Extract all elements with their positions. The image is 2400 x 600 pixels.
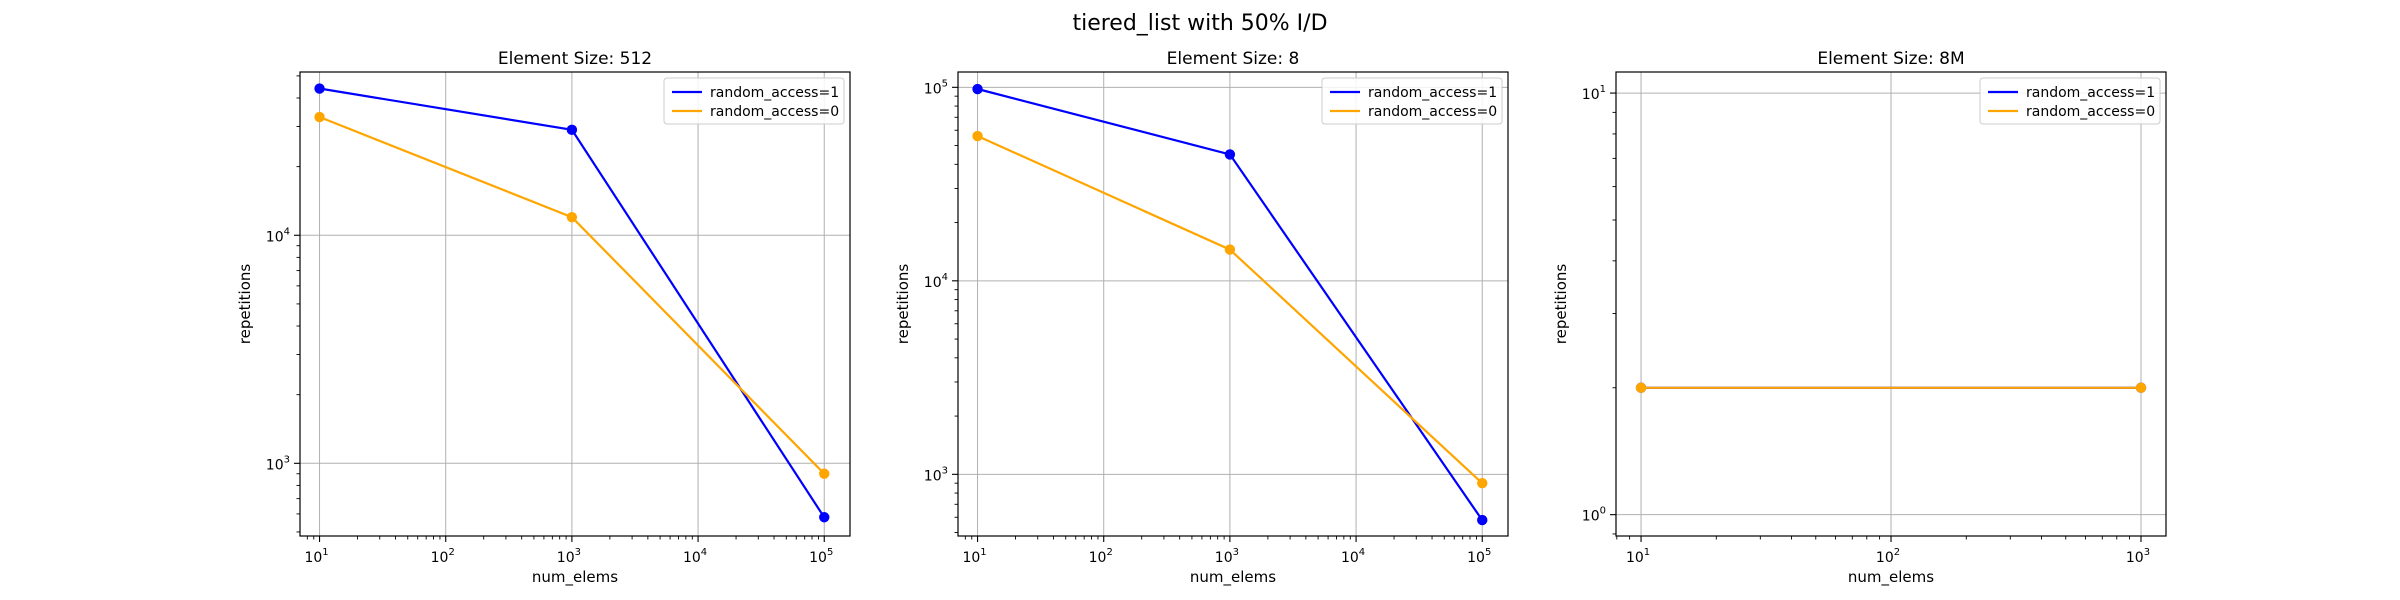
y-tick-label: 105 — [924, 78, 948, 97]
data-point — [314, 83, 325, 94]
legend-label-1: random_access=1 — [2026, 85, 2155, 101]
x-tick-label: 102 — [1876, 547, 1900, 566]
y-tick-label: 104 — [266, 226, 290, 245]
data-point — [314, 111, 325, 123]
x-tick-label: 105 — [809, 547, 833, 566]
x-axis-label: num_elems — [1848, 568, 1934, 587]
x-tick-label: 105 — [1467, 547, 1491, 566]
y-tick-label: 103 — [266, 454, 290, 473]
legend: random_access=1 random_access=0 — [663, 77, 845, 125]
x-tick-label: 104 — [1341, 547, 1365, 566]
legend-label-2: random_access=0 — [1368, 104, 1497, 120]
chart-panel-2: 101 102 103 104 105 103 104 105 Element Size: 8 n… — [894, 49, 1509, 587]
x-tick-label: 103 — [557, 547, 581, 566]
plot-frame — [957, 71, 1509, 537]
legend: random_access=1 random_access=0 — [1979, 77, 2161, 125]
x-tick-label: 101 — [304, 547, 328, 566]
legend-box — [663, 77, 845, 125]
x-tick-label: 103 — [2126, 547, 2150, 566]
chart-panel-3: 101 102 103 100 101 Element Size: 8M num_elems… — [1552, 49, 2167, 587]
x-axis-label: num_elems — [1190, 568, 1276, 587]
data-point — [972, 130, 983, 142]
data-point — [1477, 514, 1488, 526]
y-axis-label: repetitions — [1552, 264, 1570, 345]
x-tick-label: 101 — [1626, 547, 1650, 566]
data-point — [1224, 149, 1236, 160]
data-point — [566, 124, 578, 136]
x-tick-label: 102 — [431, 547, 455, 566]
legend-label-2: random_access=0 — [710, 104, 839, 120]
y-tick-label: 101 — [1582, 84, 1606, 103]
legend-label-1: random_access=1 — [710, 85, 839, 101]
x-axis-label: num_elems — [532, 568, 618, 587]
legend-label-2: random_access=0 — [2026, 104, 2155, 120]
y-tick-label: 103 — [924, 465, 948, 484]
data-point — [819, 512, 830, 523]
x-tick-label: 101 — [962, 547, 986, 566]
legend-label-1: random_access=1 — [1368, 85, 1497, 101]
data-point — [972, 83, 983, 95]
panel-title: Element Size: 8M — [1817, 49, 1964, 69]
y-axis-label: repetitions — [236, 264, 254, 345]
figure-title: tiered_list with 50% I/D — [1072, 11, 1327, 36]
legend: random_access=1 random_access=0 — [1321, 77, 1503, 125]
data-point — [1635, 382, 1647, 393]
y-tick-label: 104 — [924, 272, 948, 291]
x-tick-label: 102 — [1089, 547, 1113, 566]
legend-box — [1321, 77, 1503, 125]
legend-box — [1979, 77, 2161, 125]
data-point — [1477, 477, 1488, 489]
y-axis-label: repetitions — [894, 264, 912, 345]
chart-panel-1: 101 102 103 104 105 103 104 Element Size: 512 nu… — [236, 49, 851, 587]
x-tick-label: 103 — [1215, 547, 1239, 566]
panel-title: Element Size: 512 — [498, 49, 652, 69]
data-point — [1224, 244, 1236, 255]
x-tick-label: 104 — [683, 547, 707, 566]
data-point — [819, 468, 830, 479]
data-point — [566, 212, 578, 223]
panel-title: Element Size: 8 — [1167, 49, 1300, 69]
data-point — [2135, 382, 2147, 393]
y-tick-label: 100 — [1582, 506, 1606, 525]
